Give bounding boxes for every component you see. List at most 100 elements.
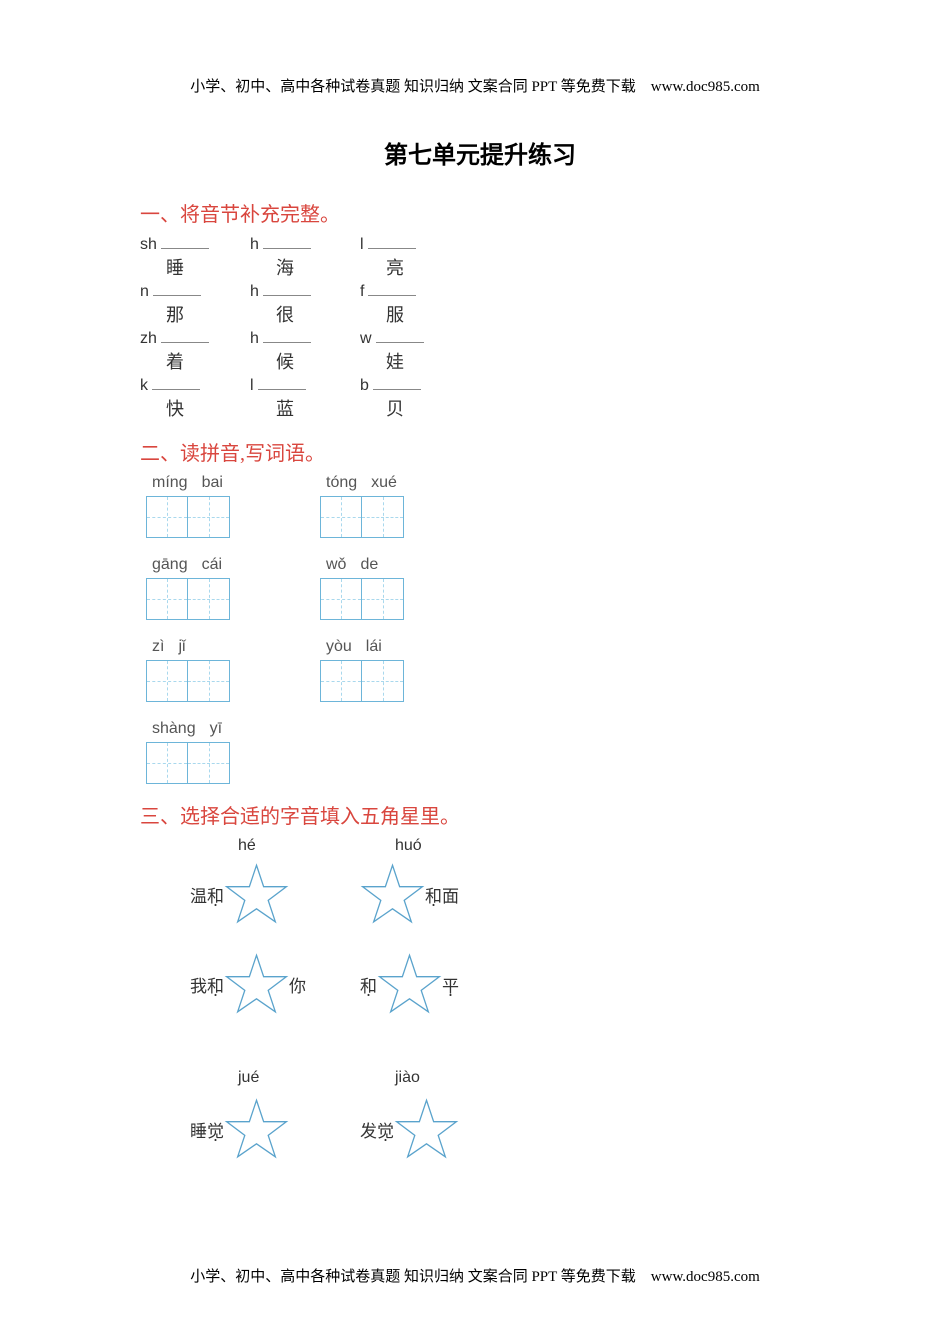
- tzg-box: [188, 742, 230, 784]
- tzg-box: [320, 496, 362, 538]
- star-label-left: 我和: [190, 972, 224, 997]
- pinyin-cell: l蓝: [250, 376, 350, 421]
- star-item: 和面: [360, 862, 459, 927]
- pinyin-cell: h海: [250, 235, 350, 280]
- tzg-box: [362, 660, 404, 702]
- star-icon: [377, 952, 442, 1017]
- tzg-group: wǒde: [320, 556, 404, 620]
- hanzi-char: 娃: [386, 348, 404, 374]
- hanzi-char: 海: [276, 254, 294, 280]
- tzg-boxes: [146, 496, 230, 538]
- pinyin-initial: h: [250, 236, 259, 254]
- pinyin-blank: [263, 282, 311, 296]
- star-item: 我和 你: [190, 952, 306, 1017]
- tzg-row: gāngcái wǒde: [146, 556, 820, 620]
- tzg-box: [146, 660, 188, 702]
- hanzi-char: 贝: [386, 395, 404, 421]
- pinyin-cell: b贝: [360, 376, 460, 421]
- pinyin-blank: [258, 376, 306, 390]
- tzg-box: [188, 660, 230, 702]
- pinyin-blank: [376, 329, 424, 343]
- star-label-left: 温和: [190, 882, 224, 907]
- pinyin-blank: [152, 376, 200, 390]
- tzg-row: zìjǐ yòulái: [146, 638, 820, 702]
- pinyin-blank: [368, 235, 416, 249]
- star-label-left: 发觉: [360, 1117, 394, 1142]
- hanzi-char: 很: [276, 301, 294, 327]
- hanzi-char: 蓝: [276, 395, 294, 421]
- pinyin-cell: f服: [360, 282, 460, 327]
- hanzi-char: 候: [276, 348, 294, 374]
- star-label-left: 和: [360, 972, 377, 997]
- tzg-box: [362, 578, 404, 620]
- pinyin-initial: sh: [140, 236, 157, 254]
- tzg-row: míngbai tóngxué: [146, 474, 820, 538]
- tzg-pinyin: yòulái: [320, 638, 382, 656]
- pinyin-initial: b: [360, 377, 369, 395]
- tzg-boxes: [320, 660, 404, 702]
- page-title: 第七单元提升练习: [140, 135, 820, 170]
- tzg-group: shàngyī: [146, 720, 230, 784]
- star-pinyin: hé: [238, 837, 256, 855]
- star-item: 温和: [190, 862, 289, 927]
- pinyin-cell: w娃: [360, 329, 460, 374]
- pinyin-initial: n: [140, 283, 149, 301]
- tzg-box: [188, 496, 230, 538]
- tzg-box: [146, 496, 188, 538]
- tzg-pinyin: míngbai: [146, 474, 223, 492]
- pinyin-initial: w: [360, 330, 372, 348]
- star-item: 发觉: [360, 1097, 459, 1162]
- tzg-box: [320, 660, 362, 702]
- tzg-pinyin: wǒde: [320, 556, 378, 574]
- star-item: 睡觉: [190, 1097, 289, 1162]
- pinyin-blank: [153, 282, 201, 296]
- pinyin-initial: l: [360, 236, 364, 254]
- pinyin-blank: [368, 282, 416, 296]
- star-icon: [224, 862, 289, 927]
- star-label-right: 你: [289, 972, 306, 997]
- pinyin-initial: h: [250, 283, 259, 301]
- tzg-boxes: [320, 496, 404, 538]
- star-pinyin: jué: [238, 1069, 259, 1087]
- section1-label: 一、将音节补充完整。: [140, 198, 820, 227]
- tzg-group: yòulái: [320, 638, 404, 702]
- pinyin-cell: zh 着: [140, 329, 240, 374]
- star-pinyin: huó: [395, 837, 422, 855]
- pinyin-initial: l: [250, 377, 254, 395]
- hanzi-char: 亮: [386, 254, 404, 280]
- star-icon: [360, 862, 425, 927]
- pinyin-cell: h候: [250, 329, 350, 374]
- tzg-pinyin: tóngxué: [320, 474, 397, 492]
- star-item: 和平: [360, 952, 459, 1017]
- pinyin-initial: h: [250, 330, 259, 348]
- tzg-group: zìjǐ: [146, 638, 230, 702]
- star-label-left: 睡觉: [190, 1117, 224, 1142]
- tzg-box: [188, 578, 230, 620]
- tzg-box: [146, 742, 188, 784]
- pinyin-blank: [373, 376, 421, 390]
- star-label-right: 平: [442, 972, 459, 997]
- tzg-box: [146, 578, 188, 620]
- star-icon: [224, 952, 289, 1017]
- hanzi-char: 着: [166, 348, 184, 374]
- tzg-box: [362, 496, 404, 538]
- pinyin-cell: k快: [140, 376, 240, 421]
- star-pinyin: jiào: [395, 1069, 420, 1087]
- section2-label: 二、读拼音,写词语。: [140, 437, 820, 466]
- section3-label: 三、选择合适的字音填入五角星里。: [140, 800, 820, 829]
- content-area: 第七单元提升练习 一、将音节补充完整。 sh睡h海l亮n那h很f服zh着h候w娃…: [140, 135, 820, 1257]
- hanzi-char: 快: [166, 395, 184, 421]
- pinyin-blank: [263, 329, 311, 343]
- hanzi-char: 睡: [166, 254, 184, 280]
- tzg-row: shàngyī: [146, 720, 820, 784]
- star-icon: [394, 1097, 459, 1162]
- pinyin-initial: zh: [140, 330, 157, 348]
- pinyin-blank: [161, 235, 209, 249]
- pinyin-blank: [161, 329, 209, 343]
- page-header: 小学、初中、高中各种试卷真题 知识归纳 文案合同 PPT 等免费下载 www.d…: [0, 75, 950, 96]
- tzg-box: [320, 578, 362, 620]
- tzg-group: gāngcái: [146, 556, 230, 620]
- tzg-pinyin: gāngcái: [146, 556, 222, 574]
- star-icon: [224, 1097, 289, 1162]
- pinyin-cell: h很: [250, 282, 350, 327]
